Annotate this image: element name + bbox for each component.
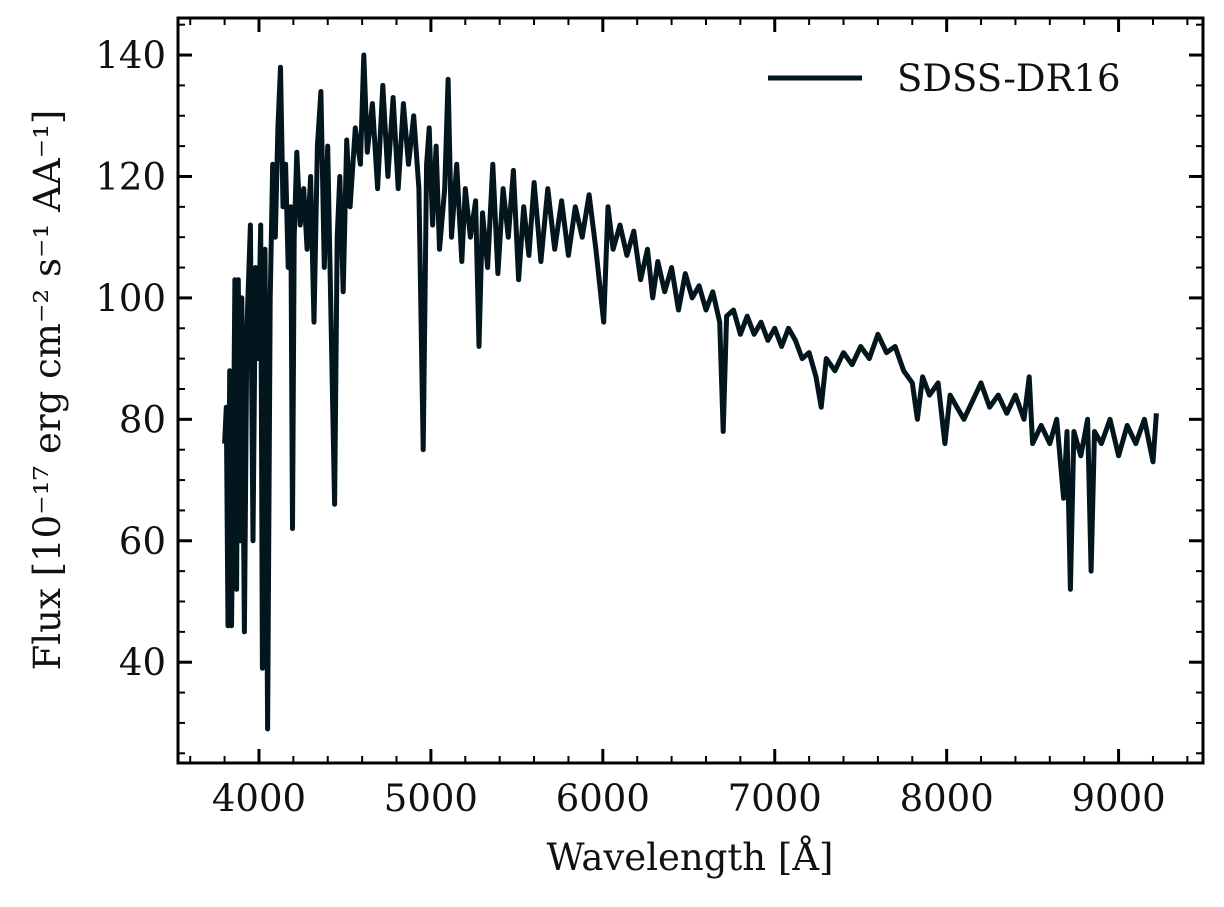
y-tick-label: 140: [95, 34, 166, 77]
x-tick-label: 7000: [728, 777, 822, 820]
legend-label: SDSS-DR16: [897, 57, 1121, 100]
spectrum-line: [222, 52, 1159, 732]
y-tick-label: 120: [95, 155, 166, 198]
y-tick-label: 40: [119, 641, 166, 684]
y-axis-label: Flux [10⁻¹⁷ erg cm⁻² s⁻¹ AA⁻¹]: [26, 110, 69, 671]
x-tick-label: 9000: [1072, 777, 1166, 820]
x-tick-label: 6000: [556, 777, 650, 820]
x-tick-label: 4000: [212, 777, 306, 820]
y-tick-label: 80: [119, 398, 166, 441]
y-tick-label: 100: [95, 277, 166, 320]
plot-frame: [176, 16, 1205, 765]
x-axis-label: Wavelength [Å]: [547, 835, 834, 879]
x-tick-label: 8000: [900, 777, 994, 820]
y-tick-label: 60: [119, 520, 166, 563]
x-tick-label: 5000: [384, 777, 478, 820]
